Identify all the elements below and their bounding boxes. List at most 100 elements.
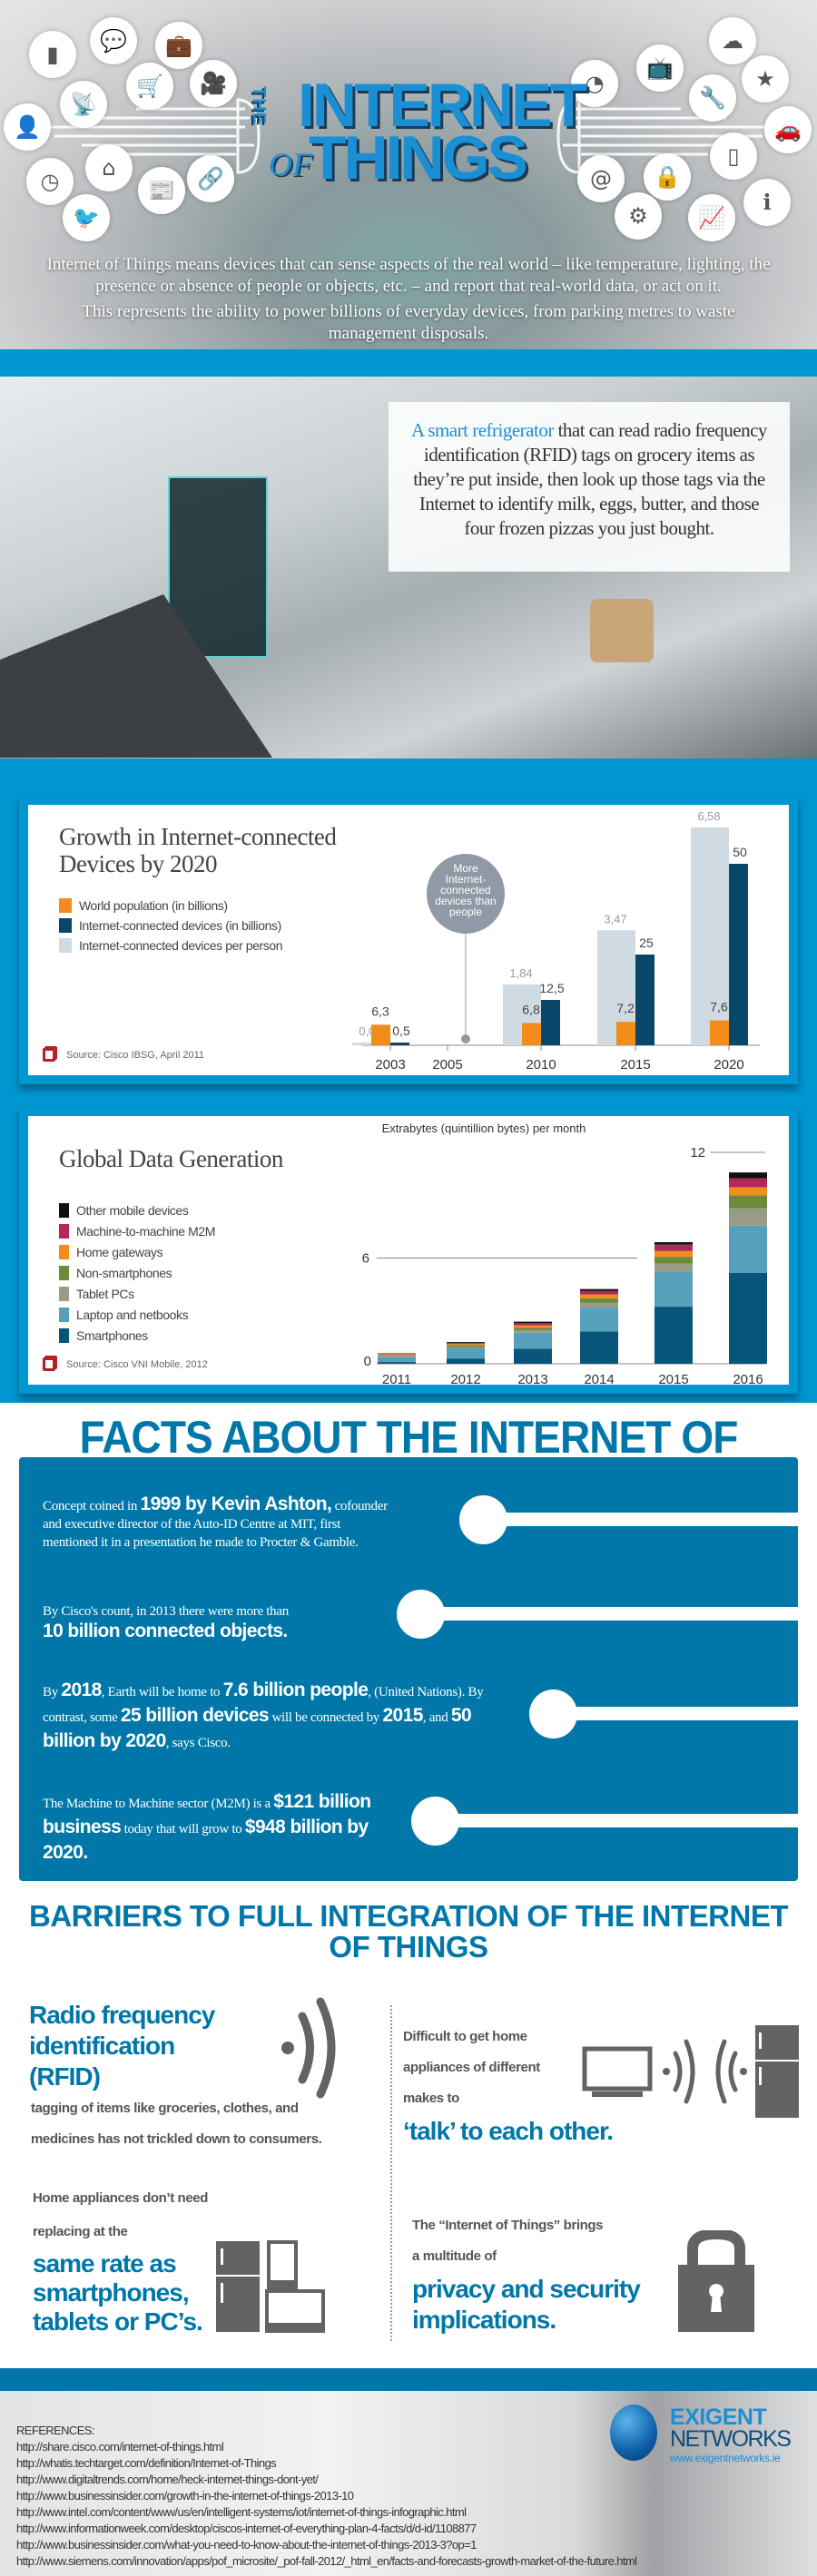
privacy-emphasis-2: implications. (412, 2306, 556, 2334)
cloud-icon: ☁ (709, 17, 756, 64)
bar-per-person (691, 827, 729, 1045)
data-label: 6,3 (371, 1004, 389, 1018)
contact-icon: 👤 (4, 103, 51, 151)
facts-panel: Concept coined in 1999 by Kevin Ashton, … (19, 1457, 798, 1881)
legend-item: Home gateways (59, 1241, 215, 1262)
bar-devices (541, 1000, 560, 1045)
data-label: 6,8 (522, 1003, 540, 1017)
chart-source: Source: Cisco VNI Mobile, 2012 (43, 1357, 208, 1371)
x-tick-label: 2005 (432, 1057, 462, 1073)
circuit-lines (27, 98, 790, 174)
reference-link[interactable]: http://www.intel.com/content/www/us/en/i… (16, 2505, 467, 2519)
source-icon (43, 1048, 55, 1062)
stack-segment (447, 1358, 485, 1364)
x-tick-label: 2015 (658, 1372, 688, 1385)
title-internet: INTERNET (298, 71, 587, 140)
rfid-text-1: tagging of items like groceries, clothes… (31, 2101, 299, 2116)
y-tick-label: 0 (364, 1354, 371, 1369)
reference-link[interactable]: http://whatis.techtarget.com/definition/… (16, 2456, 277, 2470)
home-icon: ⌂ (85, 144, 133, 191)
reference-link[interactable]: http://www.informationweek.com/desktop/c… (16, 2522, 477, 2535)
stack-segment (655, 1244, 693, 1251)
data-label: 7,2 (616, 1001, 635, 1015)
exigent-logo[interactable]: EXIGENT NETWORKS www.exigentnetworks.ie (610, 2403, 801, 2466)
stack-segment (447, 1344, 485, 1346)
news-icon: 📰 (138, 167, 185, 214)
stack-segment (729, 1225, 767, 1274)
reference-link[interactable]: http://www.siemens.com/innovation/apps/p… (16, 2554, 637, 2568)
data-label: 3,47 (604, 912, 626, 926)
reference-link[interactable]: http://share.cisco.com/internet-of-thing… (16, 2440, 224, 2454)
x-tick-label: 2013 (517, 1372, 547, 1385)
smart-fridge-callout: A smart refrigerator that can read radio… (389, 402, 790, 572)
replace-text-2: replacing at the (33, 2224, 128, 2239)
privacy-emphasis-1: privacy and security (412, 2275, 641, 2303)
reference-link[interactable]: http://www.businessinsider.com/growth-in… (16, 2489, 354, 2503)
star-icon: ★ (742, 55, 789, 103)
annotation-dot (461, 1034, 470, 1043)
legend-item: Machine-to-machine M2M (59, 1220, 215, 1241)
bar-devices (635, 955, 655, 1045)
tv-icon (582, 2046, 653, 2097)
stack-segment (729, 1172, 767, 1179)
replace-emphasis-1: same rate as (33, 2249, 177, 2277)
stack-segment (580, 1308, 618, 1332)
bar-population (616, 1022, 635, 1045)
stack-segment (378, 1355, 416, 1357)
data-chart-card: Global Data Generation Other mobile devi… (19, 1107, 798, 1394)
stack-segment (580, 1331, 618, 1364)
divider-band (0, 349, 817, 377)
footer-band (0, 2368, 817, 2391)
timeline-rail (500, 1513, 798, 1526)
legend-item: Laptop and netbooks (59, 1304, 215, 1325)
briefcase-icon: 💼 (155, 22, 202, 69)
data-label: 12,5 (539, 981, 564, 995)
stack-segment (655, 1250, 693, 1258)
x-tick-label: 2003 (375, 1057, 405, 1073)
y-tick-label: 6 (362, 1251, 369, 1267)
egg-carton (590, 599, 654, 662)
stack-segment (514, 1332, 552, 1349)
chart-title: Global Data Generation (59, 1145, 283, 1172)
reference-link[interactable]: http://www.digitaltrends.com/home/heck-i… (16, 2473, 319, 2486)
footer (0, 2391, 817, 2576)
at-icon: @ (577, 155, 625, 202)
phone-icon: ▯ (710, 132, 757, 180)
stack-segment (514, 1325, 552, 1328)
annotation-text: Internet- (446, 873, 487, 886)
bar-devices (729, 864, 748, 1045)
compat-text-3: makes to (403, 2091, 459, 2106)
hero-intro: Internet of Things means devices that ca… (46, 255, 771, 296)
timeline-rail (450, 1814, 798, 1827)
tablet-icon (265, 2289, 325, 2333)
references: REFERENCES: http://share.cisco.com/inter… (16, 2423, 637, 2570)
annotation-text: connected (440, 884, 490, 896)
smartphone-icon (267, 2240, 298, 2291)
reference-link[interactable]: http://www.businessinsider.com/what-you-… (16, 2538, 477, 2552)
replace-emphasis-3: tablets or PC’s. (33, 2307, 203, 2336)
bird-icon: 🐦 (63, 194, 110, 241)
title-of: OF (269, 146, 312, 182)
annotation-text: devices than (435, 895, 496, 907)
legend-item: Other mobile devices (59, 1200, 215, 1220)
x-tick-label: 2020 (714, 1057, 743, 1073)
bar-population (710, 1020, 729, 1045)
annotation-bubble (427, 854, 505, 934)
data-label: 0,5 (392, 1024, 410, 1038)
antenna-icon: 📡 (60, 81, 107, 128)
stack-segment (580, 1288, 618, 1291)
fact-3: By 2018, Earth will be home to 7.6 billi… (43, 1680, 484, 1751)
chart-subtitle: Extrabytes (quintillion bytes) per month (382, 1121, 586, 1135)
stack-segment (655, 1307, 693, 1364)
logo-line2: NETWORKS (670, 2426, 792, 2452)
rfid-text-2: medicines has not trickled down to consu… (31, 2131, 322, 2147)
signal-icon (281, 1997, 336, 2099)
legend-item: Smartphones (59, 1325, 215, 1346)
column-divider (390, 2005, 392, 2341)
stack-segment (655, 1272, 693, 1308)
rfid-heading: Radio frequency identification (RFID) (29, 2001, 215, 2091)
stack-segment (655, 1242, 693, 1245)
stack-segment (447, 1347, 485, 1348)
timeline-rail (568, 1707, 798, 1720)
